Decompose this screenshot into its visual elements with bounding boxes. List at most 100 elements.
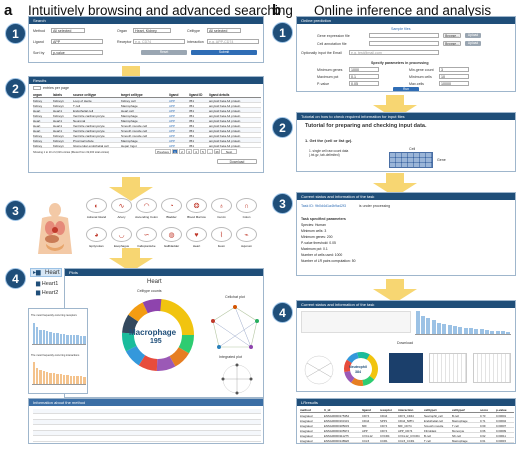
param-label: P-value xyxy=(317,82,330,86)
tree-child-2[interactable]: ▆ Heart2 xyxy=(36,290,58,296)
current-status-window: Current status and information of the ta… xyxy=(296,192,516,276)
table-row[interactable]: Kidney Kidney1 Proximal tubule Macrophage AP… xyxy=(33,138,261,143)
table-row[interactable] xyxy=(33,415,261,420)
page-button[interactable]: 4 xyxy=(193,149,199,154)
table-row[interactable]: Kidney Kidney1 Ventricle cardiomyocyte Macr… xyxy=(33,113,261,118)
bar xyxy=(35,327,39,344)
sortby-select[interactable]: p-value xyxy=(51,50,103,55)
organ-fallopiantube-icon[interactable]: ∽ xyxy=(136,227,157,242)
result-donut-value: 384 xyxy=(355,370,361,374)
table-cell: T cell xyxy=(452,423,459,428)
table-cell: Heart xyxy=(33,118,41,123)
anno-browse-button[interactable]: Browse... xyxy=(443,41,461,46)
table-row[interactable]: Kidney Kidney1 Ventricle cardiomyocyte Smoo… xyxy=(33,133,261,138)
organ-colon-icon[interactable]: ∩ xyxy=(236,198,257,213)
table-row[interactable] xyxy=(33,409,261,414)
method-select[interactable]: All selected xyxy=(51,28,85,33)
param-input[interactable]: 10000 xyxy=(439,81,469,86)
result-download-label[interactable]: Download xyxy=(397,341,413,345)
table-cell: Proximal tubule xyxy=(73,138,94,143)
table-row[interactable]: integrated ENSG00000111275 CXCL12 CXCR4 CXCL… xyxy=(300,433,514,438)
organ-ascending-colon-icon[interactable]: ◠ xyxy=(136,198,157,213)
interaction-label: Interaction xyxy=(187,40,204,44)
table-row[interactable]: integrated ENSG00000175354 CD74 CD44 CD74_CD… xyxy=(300,413,514,418)
table-cell: APP xyxy=(169,128,176,133)
organ-gallbladder-icon[interactable]: ◍ xyxy=(161,227,182,242)
reset-button[interactable]: Reset xyxy=(141,50,187,55)
expr-upload-button[interactable]: Upload xyxy=(465,33,481,38)
table-row[interactable]: integrated ENSG00000105974 APP CD74 APP_CD74… xyxy=(300,428,514,433)
tree-root[interactable]: ▸▆ Heart xyxy=(30,268,62,277)
organ-esophagus-icon[interactable]: ◡ xyxy=(111,227,132,242)
entries-select[interactable] xyxy=(33,86,41,90)
organ-epityrotian-icon[interactable]: ◕ xyxy=(86,227,107,242)
download-button[interactable]: Download xyxy=(217,159,257,164)
organ-adrenal-gland-icon[interactable]: ◐ xyxy=(86,198,107,213)
param-value: 0.05 xyxy=(351,82,358,86)
table-cell: ENSG00000163131 xyxy=(324,418,350,423)
human-body-icon xyxy=(38,203,72,254)
table-row[interactable]: Heart Heart1 Endothelial cell Heart cell APP… xyxy=(33,108,261,113)
page-button[interactable]: 1 xyxy=(172,149,178,154)
table-row[interactable] xyxy=(33,431,261,436)
bar xyxy=(463,327,468,334)
param-value: 0.1 xyxy=(351,75,356,79)
table-row[interactable]: Heart Heart1 Ventricle cardiomyocyte Smooth… xyxy=(33,128,261,133)
table-cell: APP xyxy=(362,428,368,433)
bar xyxy=(76,335,79,344)
anno-file-input[interactable] xyxy=(369,41,439,46)
page-button[interactable]: ... xyxy=(207,149,213,154)
celltype-select[interactable]: All selected xyxy=(207,28,241,33)
anno-upload-button[interactable]: Upload xyxy=(465,41,481,46)
organ-bladder-icon[interactable]: ◔ xyxy=(161,198,182,213)
column-header: method xyxy=(300,408,311,412)
organ-jejunum-icon[interactable]: ⌁ xyxy=(236,227,257,242)
donut-title: Celltype counts xyxy=(137,289,162,293)
interaction-input[interactable]: e.g. APP-CD74 xyxy=(207,39,259,44)
table-row[interactable] xyxy=(33,420,261,425)
organ-blood-marrow-icon[interactable]: ❂ xyxy=(186,198,207,213)
email-input[interactable]: e.g. test@mail.com xyxy=(349,50,439,55)
param-input[interactable]: 0.05 xyxy=(349,81,379,86)
table-row[interactable] xyxy=(33,426,261,431)
table-cell: 0.00001 xyxy=(496,413,507,418)
organ-select[interactable]: Heart, Kidney xyxy=(133,28,171,33)
param-input[interactable]: 3 xyxy=(439,67,469,72)
table-row[interactable]: Kidney Kidney1 Loop of Henle Kidney cell APP… xyxy=(33,98,261,103)
page-button[interactable]: Previous xyxy=(155,149,171,154)
organ-heart-icon[interactable]: ♥ xyxy=(186,227,207,242)
page-button[interactable]: Next xyxy=(221,149,237,154)
table-row[interactable] xyxy=(33,437,261,442)
ligand-input[interactable]: APP xyxy=(51,39,103,44)
page-button[interactable]: 3 xyxy=(186,149,192,154)
organ-artery-icon[interactable]: ∿ xyxy=(111,198,132,213)
expr-file-input[interactable] xyxy=(369,33,439,38)
table-row[interactable]: integrated ENSG00000163131 CD44 SPP1 CD44_SP… xyxy=(300,418,514,423)
table-row[interactable]: Heart Heart1 Ventricle cardiomyocyte Smooth… xyxy=(33,123,261,128)
table-cell: 0.73 xyxy=(480,413,486,418)
sample-files-link[interactable]: Sample files xyxy=(391,27,411,31)
param-input[interactable]: 0.1 xyxy=(349,74,379,79)
table-row[interactable]: integrated ENSG00000148926 CCL5 CCR1 CCL5_CC… xyxy=(300,438,514,443)
tree-child-1[interactable]: ▆ Heart1 xyxy=(36,281,58,287)
table-row[interactable]: integrated ENSG00000185033 MIF CD74 MIF_CD74… xyxy=(300,423,514,428)
page-button[interactable]: 46 xyxy=(214,149,220,154)
table-row[interactable]: Heart Heart1 Neuronal Macrophage APP 351 amylo… xyxy=(33,118,261,123)
param-input[interactable]: 1000 xyxy=(349,67,379,72)
bar xyxy=(66,375,69,384)
celltype-value: All selected xyxy=(209,29,228,33)
expr-browse-button[interactable]: Browse... xyxy=(443,33,461,38)
organ-ileum-icon[interactable]: ⌇ xyxy=(211,227,232,242)
page-button[interactable]: 5 xyxy=(200,149,206,154)
page-button[interactable]: 2 xyxy=(179,149,185,154)
celltype-donut xyxy=(122,299,194,371)
table-row[interactable]: Kidney Kidney1 Glomerular endothelial cell… xyxy=(33,143,261,148)
step-b2-badge: 2 xyxy=(272,117,293,138)
receptor-input[interactable]: e.g. CD74 xyxy=(133,39,185,44)
run-button[interactable]: Run xyxy=(393,87,419,91)
submit-button[interactable]: Submit xyxy=(191,50,257,55)
column-header: source celltype xyxy=(73,93,97,97)
param-input[interactable]: 10 xyxy=(439,74,469,79)
table-row[interactable]: Kidney Kidney1 T cell Macrophage APP 351 amylo… xyxy=(33,103,261,108)
organ-cervix-icon[interactable]: ♁ xyxy=(211,198,232,213)
